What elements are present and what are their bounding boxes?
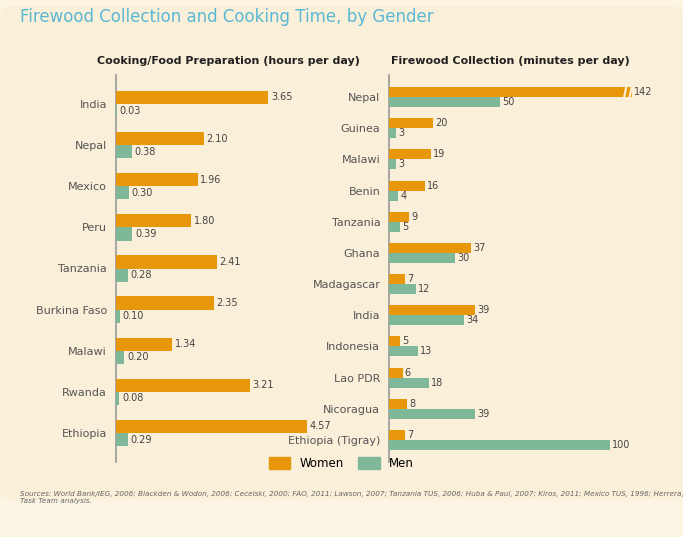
Bar [116,379,250,392]
Text: 1.34: 1.34 [175,339,196,349]
Bar [389,399,407,409]
Text: 12: 12 [418,284,430,294]
Text: 0.39: 0.39 [135,229,156,239]
Text: Firewood Collection and Cooking Time, by Gender: Firewood Collection and Cooking Time, by… [20,8,434,26]
Text: 34: 34 [466,315,479,325]
Bar [389,191,398,200]
Bar [116,351,124,364]
Bar [389,368,402,378]
Bar [389,128,396,138]
Bar [389,315,464,325]
Bar [116,296,214,310]
Bar [389,346,418,357]
Bar [389,149,431,159]
Bar [116,310,120,323]
Text: 39: 39 [477,409,490,419]
Bar [389,87,632,97]
Text: 0.30: 0.30 [131,188,152,198]
Bar [116,173,198,186]
Bar [389,253,456,263]
Text: 50: 50 [502,97,514,107]
Text: 30: 30 [458,253,470,263]
Text: 6: 6 [405,368,411,378]
Bar [116,255,217,268]
Text: 2.41: 2.41 [219,257,240,267]
Bar [116,338,172,351]
Bar [116,420,307,433]
Title: Cooking/Food Preparation (hours per day): Cooking/Food Preparation (hours per day) [98,56,360,66]
Text: 0.29: 0.29 [130,434,152,445]
Text: 3.65: 3.65 [271,92,292,103]
Text: 8: 8 [409,399,415,409]
Title: Firewood Collection (minutes per day): Firewood Collection (minutes per day) [391,56,630,66]
Text: 3: 3 [398,128,404,138]
Text: 19: 19 [434,149,445,159]
Legend: Women, Men: Women, Men [264,452,419,475]
Text: 2.10: 2.10 [206,134,227,143]
Text: 1.80: 1.80 [194,216,215,226]
Text: 4: 4 [400,191,406,200]
Bar [389,222,400,231]
Text: 0.20: 0.20 [127,352,148,362]
Text: 4.57: 4.57 [309,422,331,431]
Bar [116,214,191,227]
Bar [389,378,429,388]
Text: 18: 18 [431,378,443,388]
Text: 7: 7 [407,274,413,284]
Text: 0.03: 0.03 [120,106,141,115]
Text: 0.38: 0.38 [135,147,156,157]
Bar [389,243,471,253]
Text: 16: 16 [427,180,439,191]
Bar [389,284,416,294]
Bar [116,268,128,282]
Text: 0.10: 0.10 [123,311,144,321]
Bar [389,440,610,450]
Bar [116,91,268,104]
Text: 39: 39 [477,305,490,315]
Text: 3.21: 3.21 [253,380,274,390]
Bar [389,180,425,191]
Bar [116,145,132,158]
Text: 3: 3 [398,159,404,169]
Bar [116,433,128,446]
Bar [116,132,204,145]
Bar [389,118,434,128]
Bar [116,392,120,405]
Text: 9: 9 [411,212,417,222]
Text: 100: 100 [612,440,630,450]
Bar [389,159,396,169]
Text: 0.08: 0.08 [122,394,143,403]
Text: 5: 5 [402,222,409,232]
Text: 13: 13 [420,346,432,357]
Bar [389,409,475,419]
Text: 37: 37 [473,243,486,253]
Bar [389,212,409,222]
Bar [116,227,133,241]
Text: 20: 20 [436,118,448,128]
Bar [116,186,128,199]
Bar [389,306,475,315]
Text: 0.28: 0.28 [130,270,152,280]
Bar [389,274,405,284]
Bar [389,337,400,346]
Text: Sources: World Bank/IEG, 2006; Blackden & Wodon, 2006; Cecelski, 2000; FAO, 2011: Sources: World Bank/IEG, 2006; Blackden … [20,491,683,504]
Text: 5: 5 [402,337,409,346]
Text: 7: 7 [407,430,413,440]
Text: 142: 142 [634,87,652,97]
Bar [389,430,405,440]
Bar [116,104,117,117]
Text: 1.96: 1.96 [200,175,222,185]
Bar [389,97,499,107]
Text: 2.35: 2.35 [217,298,238,308]
